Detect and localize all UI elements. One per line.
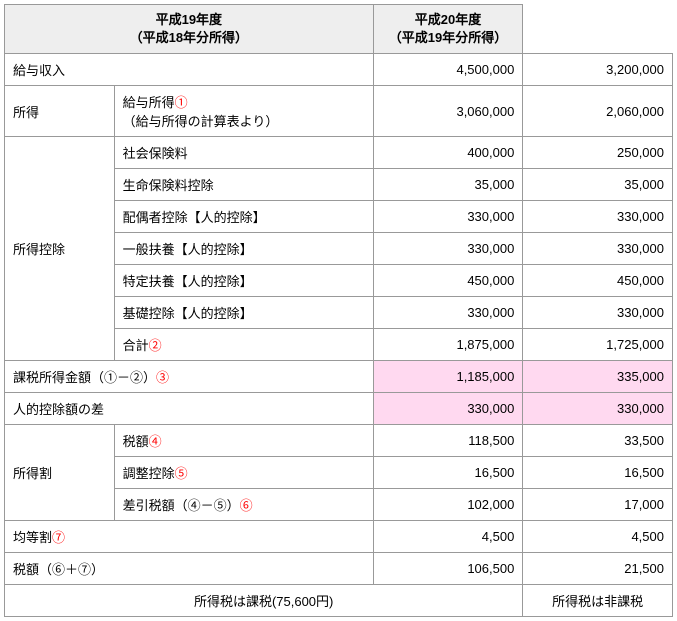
header-col1-line2: （平成18年分所得） bbox=[130, 30, 248, 45]
label-t-adjust: 調整控除⑤ bbox=[114, 457, 373, 489]
row-percap: 均等割⑦ 4,500 4,500 bbox=[5, 521, 673, 553]
header-col2-line2: （平成19年分所得） bbox=[389, 30, 507, 45]
val1-t-adjust: 16,500 bbox=[373, 457, 523, 489]
label-t-net: 差引税額（④－⑤）⑥ bbox=[114, 489, 373, 521]
val2-salary-deduction: 2,060,000 bbox=[523, 86, 673, 137]
group-income: 所得 bbox=[5, 86, 115, 137]
group-tax: 所得割 bbox=[5, 425, 115, 521]
label-total-tax: 税額（⑥＋⑦） bbox=[5, 553, 374, 585]
label-percap: 均等割⑦ bbox=[5, 521, 374, 553]
row-d-social: 所得控除 社会保険料 400,000 250,000 bbox=[5, 137, 673, 169]
label-t-amount: 税額④ bbox=[114, 425, 373, 457]
row-salary-income: 給与収入 4,500,000 3,200,000 bbox=[5, 54, 673, 86]
val2-total-tax: 21,500 bbox=[523, 553, 673, 585]
val1-d-special: 450,000 bbox=[373, 265, 523, 297]
label-personal-diff: 人的控除額の差 bbox=[5, 393, 374, 425]
label-d-spouse: 配偶者控除【人的控除】 bbox=[114, 201, 373, 233]
header-col2: 平成20年度 （平成19年分所得） bbox=[373, 5, 523, 54]
row-taxable: 課税所得金額（①－②）③ 1,185,000 335,000 bbox=[5, 361, 673, 393]
footer-col2: 所得税は非課税 bbox=[523, 585, 673, 617]
header-col2-line1: 平成20年度 bbox=[415, 12, 481, 27]
footer-col1: 所得税は課税(75,600円) bbox=[5, 585, 523, 617]
val1-salary-deduction: 3,060,000 bbox=[373, 86, 523, 137]
tax-comparison-table: 平成19年度 （平成18年分所得） 平成20年度 （平成19年分所得） 給与収入… bbox=[4, 4, 673, 617]
group-deductions: 所得控除 bbox=[5, 137, 115, 361]
val1-t-amount: 118,500 bbox=[373, 425, 523, 457]
label-salary-deduction: 給与所得① （給与所得の計算表より） bbox=[114, 86, 373, 137]
val2-d-social: 250,000 bbox=[523, 137, 673, 169]
val2-d-life: 35,000 bbox=[523, 169, 673, 201]
val1-d-spouse: 330,000 bbox=[373, 201, 523, 233]
val2-d-spouse: 330,000 bbox=[523, 201, 673, 233]
val2-t-amount: 33,500 bbox=[523, 425, 673, 457]
val2-percap: 4,500 bbox=[523, 521, 673, 553]
label-salary-income: 給与収入 bbox=[5, 54, 374, 86]
val1-d-life: 35,000 bbox=[373, 169, 523, 201]
val2-taxable: 335,000 bbox=[523, 361, 673, 393]
row-income: 所得 給与所得① （給与所得の計算表より） 3,060,000 2,060,00… bbox=[5, 86, 673, 137]
header-row: 平成19年度 （平成18年分所得） 平成20年度 （平成19年分所得） bbox=[5, 5, 673, 54]
val1-percap: 4,500 bbox=[373, 521, 523, 553]
val2-personal-diff: 330,000 bbox=[523, 393, 673, 425]
header-col1: 平成19年度 （平成18年分所得） bbox=[5, 5, 374, 54]
row-t-amount: 所得割 税額④ 118,500 33,500 bbox=[5, 425, 673, 457]
label-d-total: 合計② bbox=[114, 329, 373, 361]
label-d-basic: 基礎控除【人的控除】 bbox=[114, 297, 373, 329]
val1-t-net: 102,000 bbox=[373, 489, 523, 521]
val2-t-net: 17,000 bbox=[523, 489, 673, 521]
val1-total-tax: 106,500 bbox=[373, 553, 523, 585]
row-total-tax: 税額（⑥＋⑦） 106,500 21,500 bbox=[5, 553, 673, 585]
val2-d-general: 330,000 bbox=[523, 233, 673, 265]
val2-t-adjust: 16,500 bbox=[523, 457, 673, 489]
row-personal-diff: 人的控除額の差 330,000 330,000 bbox=[5, 393, 673, 425]
val1-d-general: 330,000 bbox=[373, 233, 523, 265]
val1-personal-diff: 330,000 bbox=[373, 393, 523, 425]
label-taxable: 課税所得金額（①－②）③ bbox=[5, 361, 374, 393]
row-footer: 所得税は課税(75,600円) 所得税は非課税 bbox=[5, 585, 673, 617]
val1-d-basic: 330,000 bbox=[373, 297, 523, 329]
header-col1-line1: 平成19年度 bbox=[156, 12, 222, 27]
label-d-social: 社会保険料 bbox=[114, 137, 373, 169]
val2-d-special: 450,000 bbox=[523, 265, 673, 297]
val2-d-total: 1,725,000 bbox=[523, 329, 673, 361]
label-d-special: 特定扶養【人的控除】 bbox=[114, 265, 373, 297]
val1-taxable: 1,185,000 bbox=[373, 361, 523, 393]
val1-salary-income: 4,500,000 bbox=[373, 54, 523, 86]
label-d-general: 一般扶養【人的控除】 bbox=[114, 233, 373, 265]
val2-salary-income: 3,200,000 bbox=[523, 54, 673, 86]
val2-d-basic: 330,000 bbox=[523, 297, 673, 329]
val1-d-social: 400,000 bbox=[373, 137, 523, 169]
label-d-life: 生命保険料控除 bbox=[114, 169, 373, 201]
val1-d-total: 1,875,000 bbox=[373, 329, 523, 361]
